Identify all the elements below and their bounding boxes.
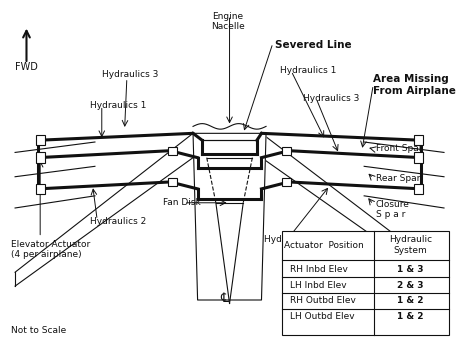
Text: Hydraulics 1: Hydraulics 1 (280, 66, 336, 75)
Text: LH Outbd Elev: LH Outbd Elev (291, 312, 355, 321)
Bar (414, 184, 423, 194)
Text: 1 & 2: 1 & 2 (397, 296, 423, 305)
Bar (168, 147, 177, 155)
Text: ℄: ℄ (220, 292, 228, 305)
Text: RH Outbd Elev: RH Outbd Elev (291, 296, 356, 305)
Text: Engine
Nacelle: Engine Nacelle (211, 12, 245, 31)
Bar (36, 135, 45, 146)
Text: Not to Scale: Not to Scale (10, 326, 66, 335)
Text: Fan Disk: Fan Disk (164, 198, 201, 207)
Text: Hydraulics 1: Hydraulics 1 (91, 101, 147, 110)
Text: Hydraulics 3: Hydraulics 3 (302, 94, 359, 103)
FancyBboxPatch shape (282, 231, 448, 335)
Text: FWD: FWD (15, 62, 38, 72)
Text: 2 & 3: 2 & 3 (397, 281, 423, 290)
Bar (414, 153, 423, 163)
Text: Hydraulic
System: Hydraulic System (389, 236, 432, 255)
Text: Area Missing
From Airplane: Area Missing From Airplane (374, 74, 456, 96)
Bar (414, 135, 423, 146)
Text: Front Spar: Front Spar (375, 145, 422, 153)
Text: Hydraulics 3: Hydraulics 3 (102, 70, 158, 79)
Text: LH Inbd Elev: LH Inbd Elev (291, 281, 347, 290)
Bar (282, 178, 291, 186)
Text: RH Inbd Elev: RH Inbd Elev (291, 265, 348, 274)
Text: Hydraulics 2: Hydraulics 2 (91, 217, 146, 226)
Text: Actuator  Position: Actuator Position (284, 241, 364, 250)
Text: Closure
S p a r: Closure S p a r (375, 200, 410, 219)
Polygon shape (193, 133, 266, 300)
Text: Severed Line: Severed Line (275, 40, 352, 50)
Bar (282, 147, 291, 155)
Text: 1 & 3: 1 & 3 (397, 265, 423, 274)
Text: 1 & 2: 1 & 2 (397, 312, 423, 321)
Bar (168, 178, 177, 186)
Text: Elevator Actuator
(4 per airplane): Elevator Actuator (4 per airplane) (10, 240, 90, 259)
Bar (36, 153, 45, 163)
Text: Rear Spar: Rear Spar (375, 174, 420, 183)
Text: Hydraulics 2: Hydraulics 2 (264, 235, 320, 244)
Bar (36, 184, 45, 194)
